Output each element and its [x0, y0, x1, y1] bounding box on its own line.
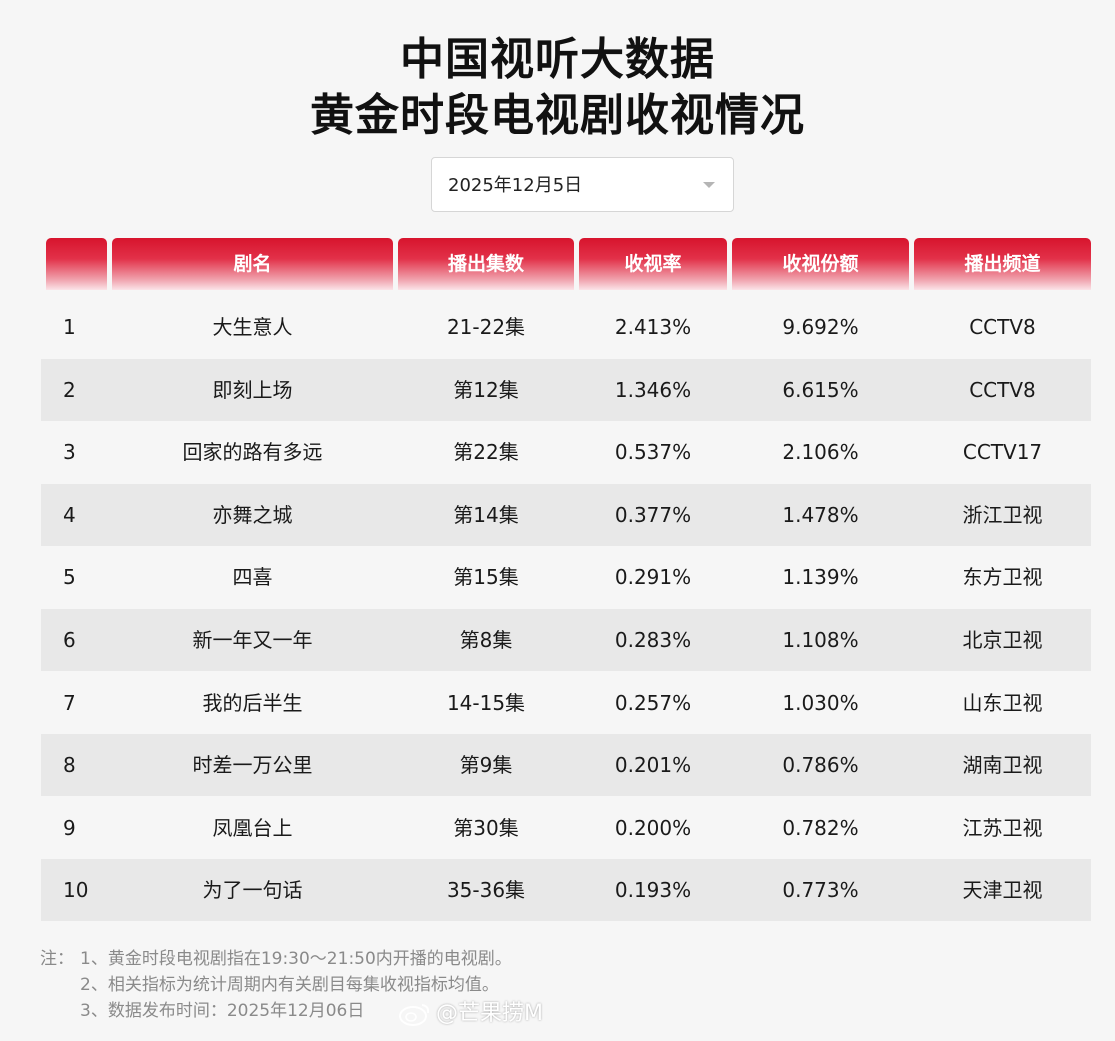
episodes-cell: 第30集 [453, 816, 519, 840]
channel-cell: 天津卫视 [962, 878, 1043, 902]
header-rank [46, 238, 107, 290]
share-cell: 6.615% [782, 378, 859, 402]
episodes-cell: 第15集 [453, 565, 519, 589]
rating-cell: 0.200% [614, 816, 692, 840]
episodes-cell: 21-22集 [446, 315, 526, 339]
drama-name-cell: 新一年又一年 [192, 628, 313, 652]
rating-cell: 0.193% [614, 878, 692, 902]
episodes-cell: 14-15集 [446, 691, 526, 715]
drama-name-cell: 大生意人 [212, 315, 293, 339]
share-cell: 2.106% [782, 440, 859, 464]
rank-cell: 7 [63, 691, 76, 715]
rating-cell: 0.201% [614, 753, 692, 777]
drama-name-cell: 四喜 [232, 565, 273, 589]
page-title: 中国视听大数据 [400, 34, 715, 85]
rank-cell: 6 [63, 628, 76, 652]
footnote-prefix: 注： [40, 949, 74, 969]
rating-cell: 0.257% [614, 691, 692, 715]
drama-name-cell: 回家的路有多远 [182, 440, 323, 464]
episodes-cell: 第12集 [453, 378, 519, 402]
table-row: 4 亦舞之城 第14集 0.377% 1.478% 浙江卫视 [41, 484, 1091, 546]
header-channel: 播出频道 [914, 238, 1091, 290]
table-row: 8 时差一万公里 第9集 0.201% 0.786% 湖南卫视 [41, 734, 1091, 796]
rank-cell: 5 [63, 565, 76, 589]
channel-cell: 浙江卫视 [962, 503, 1043, 527]
rank-cell: 1 [63, 315, 76, 339]
header-rating: 收视率 [579, 238, 727, 290]
footnotes: 注： 1、黄金时段电视剧指在19:30～21:50内开播的电视剧。 2、相关指标为… [40, 946, 512, 1024]
rank-cell: 3 [63, 440, 76, 464]
rating-cell: 0.377% [614, 503, 692, 527]
table-row: 1 大生意人 21-22集 2.413% 9.692% CCTV8 [41, 296, 1091, 358]
channel-cell: CCTV8 [969, 378, 1036, 402]
channel-cell: CCTV8 [969, 315, 1036, 339]
channel-cell: 北京卫视 [962, 628, 1043, 652]
drama-name-cell: 我的后半生 [202, 691, 303, 715]
table-row: 3 回家的路有多远 第22集 0.537% 2.106% CCTV17 [41, 421, 1091, 483]
episodes-cell: 35-36集 [446, 878, 526, 902]
weibo-icon [399, 1004, 430, 1026]
share-cell: 1.108% [782, 628, 859, 652]
table-row: 5 四喜 第15集 0.291% 1.139% 东方卫视 [41, 546, 1091, 608]
drama-name-cell: 为了一句话 [202, 878, 303, 902]
watermark-text: @芒果捞M [436, 1001, 543, 1026]
date-dropdown-value: 2025年12月5日 [448, 175, 583, 196]
header-episodes: 播出集数 [398, 238, 574, 290]
channel-cell: 东方卫视 [962, 565, 1043, 589]
table-row: 6 新一年又一年 第8集 0.283% 1.108% 北京卫视 [41, 609, 1091, 671]
episodes-cell: 第22集 [453, 440, 519, 464]
rating-cell: 2.413% [614, 315, 692, 339]
rank-cell: 8 [63, 753, 76, 777]
drama-name-cell: 凤凰台上 [212, 816, 293, 840]
page-subtitle: 黄金时段电视剧收视情况 [310, 90, 805, 141]
share-cell: 1.030% [782, 691, 859, 715]
header-share: 收视份额 [732, 238, 909, 290]
rank-cell: 2 [63, 378, 76, 402]
footnote-2-text: 2、相关指标为统计周期内有关剧目每集收视指标均值。 [80, 975, 499, 995]
rating-cell: 0.291% [614, 565, 692, 589]
rank-cell: 4 [63, 503, 76, 527]
share-cell: 9.692% [782, 315, 859, 339]
table-row: 2 即刻上场 第12集 1.346% 6.615% CCTV8 [41, 359, 1091, 421]
episodes-cell: 第8集 [459, 628, 513, 652]
footnote-2: 2、相关指标为统计周期内有关剧目每集收视指标均值。 [40, 972, 512, 998]
share-cell: 1.139% [782, 565, 859, 589]
rating-cell: 1.346% [614, 378, 692, 402]
episodes-cell: 第14集 [453, 503, 519, 527]
channel-cell: 江苏卫视 [962, 816, 1043, 840]
share-cell: 1.478% [782, 503, 859, 527]
drama-name-cell: 时差一万公里 [192, 753, 313, 777]
table-row: 9 凤凰台上 第30集 0.200% 0.782% 江苏卫视 [41, 797, 1091, 859]
watermark: @芒果捞M [398, 996, 543, 1032]
footnote-1: 注： 1、黄金时段电视剧指在19:30～21:50内开播的电视剧。 [40, 946, 512, 972]
rank-cell: 10 [63, 878, 89, 902]
channel-cell: 山东卫视 [962, 691, 1043, 715]
share-cell: 0.786% [782, 753, 859, 777]
header-drama-name: 剧名 [112, 238, 393, 290]
drama-name-cell: 亦舞之城 [212, 503, 293, 527]
channel-cell: 湖南卫视 [962, 753, 1043, 777]
table-row: 7 我的后半生 14-15集 0.257% 1.030% 山东卫视 [41, 672, 1091, 734]
footnote-1-text: 1、黄金时段电视剧指在19:30～21:50内开播的电视剧。 [80, 949, 512, 969]
drama-name-cell: 即刻上场 [212, 378, 293, 402]
share-cell: 0.782% [782, 816, 859, 840]
channel-cell: CCTV17 [962, 440, 1043, 464]
rating-cell: 0.283% [614, 628, 692, 652]
table-row: 10 为了一句话 35-36集 0.193% 0.773% 天津卫视 [41, 859, 1091, 921]
date-dropdown[interactable]: 2025年12月5日 [431, 157, 734, 212]
footnote-3-text: 3、数据发布时间：2025年12月06日 [80, 1001, 365, 1021]
episodes-cell: 第9集 [459, 753, 513, 777]
rating-cell: 0.537% [614, 440, 692, 464]
chevron-down-icon [703, 182, 715, 188]
share-cell: 0.773% [782, 878, 859, 902]
footnote-3: 3、数据发布时间：2025年12月06日 [40, 998, 512, 1024]
rank-cell: 9 [63, 816, 76, 840]
